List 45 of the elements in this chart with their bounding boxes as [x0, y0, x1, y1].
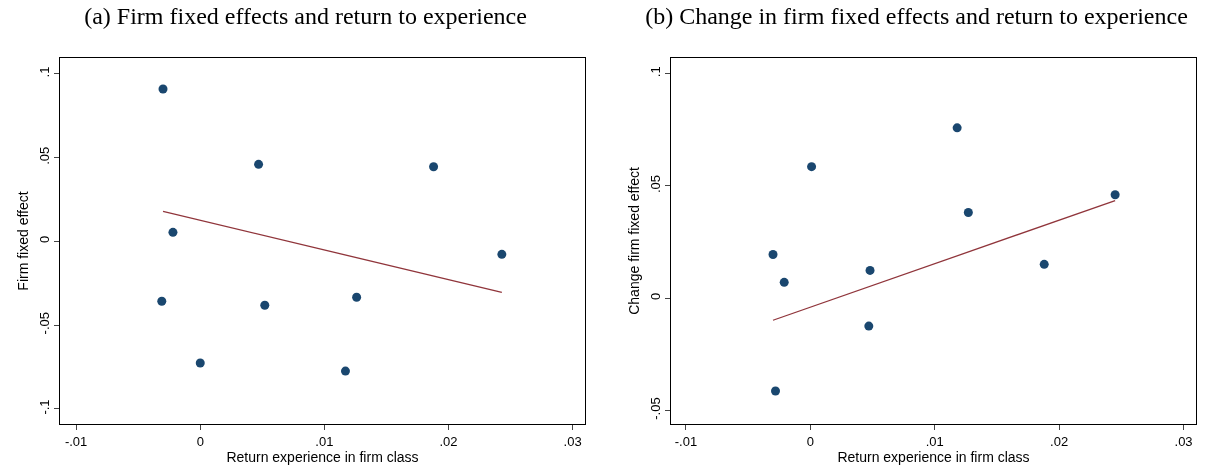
point [952, 123, 962, 133]
point [260, 300, 270, 310]
x-tick-label: .01 [925, 433, 944, 449]
y-axis-title: Change firm fixed effect [626, 167, 643, 315]
point [157, 296, 167, 306]
x-tick-label: .02 [1050, 433, 1069, 449]
x-tick-label: .01 [315, 433, 334, 449]
point [1110, 190, 1120, 200]
point [158, 84, 168, 94]
x-tick-label: 0 [806, 433, 814, 449]
point [429, 162, 439, 172]
point [768, 249, 778, 259]
x-axis-title: Return experience in firm class [837, 448, 1030, 465]
point [352, 292, 362, 302]
point [864, 321, 874, 331]
x-tick-label: .03 [563, 433, 582, 449]
x-tick-label: .02 [439, 433, 458, 449]
point [807, 162, 817, 172]
point [963, 207, 973, 217]
y-tick-label: -.05 [36, 312, 52, 335]
y-tick-label: -.05 [647, 397, 663, 420]
chart-title: (b) Change in firm fixed effects and return to experience [645, 2, 1188, 29]
point [497, 249, 507, 259]
y-tick-label: .05 [647, 175, 663, 194]
chart-title: (a) Firm fixed effects and return to experience [84, 2, 527, 29]
y-tick-label: 0 [647, 292, 663, 300]
y-tick-label: -.1 [36, 399, 52, 415]
point [254, 159, 264, 169]
point [865, 265, 875, 275]
point [779, 277, 789, 287]
y-tick-label: .05 [36, 146, 52, 165]
point [195, 358, 205, 368]
y-tick-label: .1 [647, 66, 663, 78]
point [771, 386, 780, 396]
y-tick-label: 0 [36, 235, 52, 244]
point [168, 227, 178, 237]
x-tick-label: -.01 [674, 433, 698, 449]
x-tick-label: .03 [1174, 433, 1193, 449]
x-tick-label: -.01 [64, 433, 88, 449]
y-tick-label: .1 [36, 66, 52, 78]
y-axis-title: Firm fixed effect [15, 191, 32, 291]
point [1039, 259, 1049, 269]
x-tick-label: 0 [196, 433, 204, 449]
point [340, 366, 350, 376]
x-axis-title: Return experience in firm class [226, 448, 419, 465]
